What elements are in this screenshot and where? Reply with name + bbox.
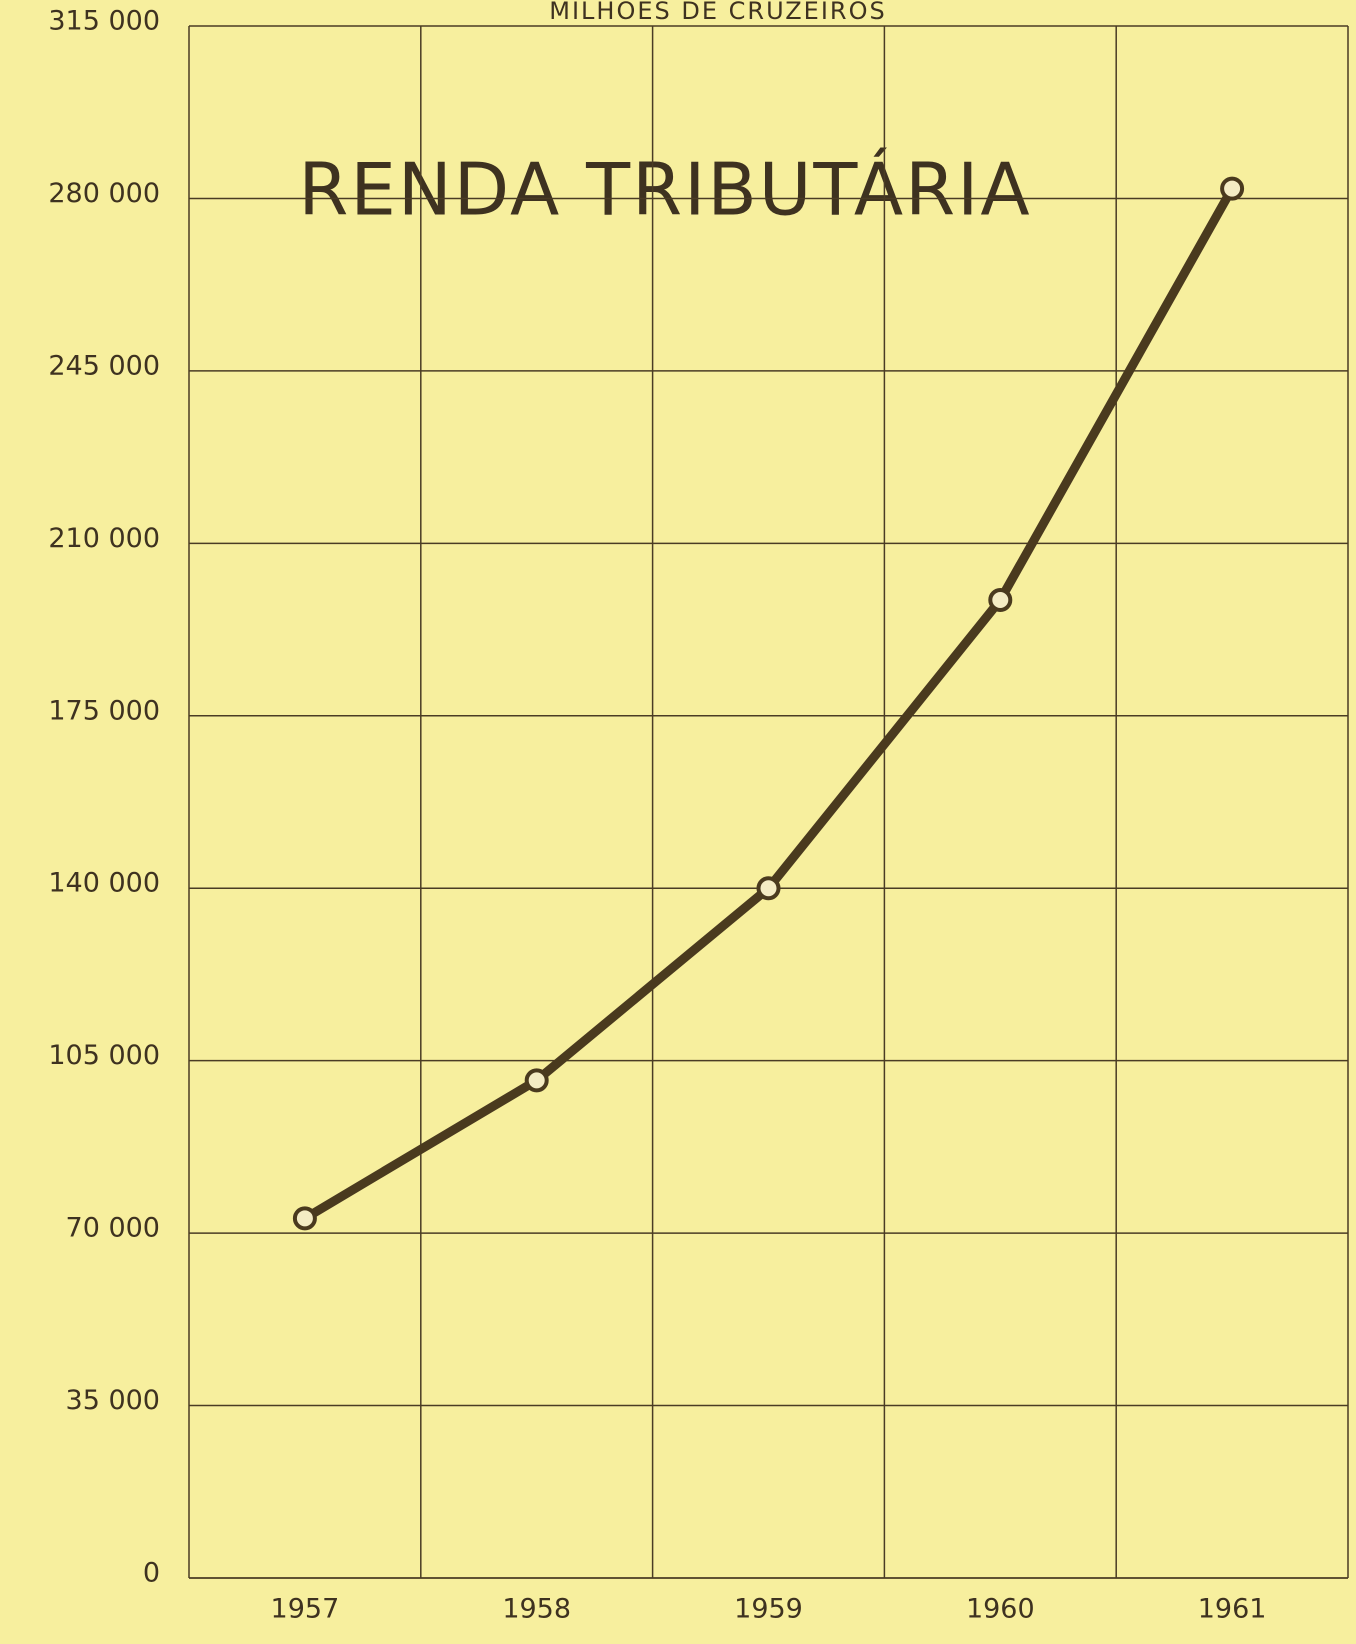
x-tick-label: 1961 — [1198, 1594, 1267, 1625]
y-tick-label: 105 000 — [48, 1040, 160, 1071]
y-tick-label: 175 000 — [48, 695, 160, 726]
y-tick-label: 210 000 — [48, 523, 160, 554]
chart-title: RENDA TRIBUTÁRIA — [298, 148, 1031, 232]
data-point — [524, 1068, 549, 1093]
x-tick-label: 1959 — [734, 1594, 803, 1625]
y-tick-label: 245 000 — [48, 350, 160, 381]
y-tick-label: 280 000 — [48, 178, 160, 209]
data-point — [1220, 176, 1245, 201]
x-tick-label: 1958 — [502, 1594, 571, 1625]
y-tick-label: 70 000 — [66, 1213, 160, 1244]
data-point — [292, 1206, 317, 1231]
y-tick-label: 0 — [143, 1558, 160, 1589]
x-tick-label: 1957 — [271, 1594, 340, 1625]
data-point — [756, 876, 781, 901]
x-tick-label: 1960 — [966, 1594, 1035, 1625]
data-point — [988, 587, 1013, 612]
y-tick-label: 35 000 — [66, 1385, 160, 1416]
chart-subtitle: MILHÕES DE CRUZEIROS — [549, 0, 886, 25]
y-tick-label: 315 000 — [48, 6, 160, 37]
y-tick-label: 140 000 — [48, 868, 160, 899]
